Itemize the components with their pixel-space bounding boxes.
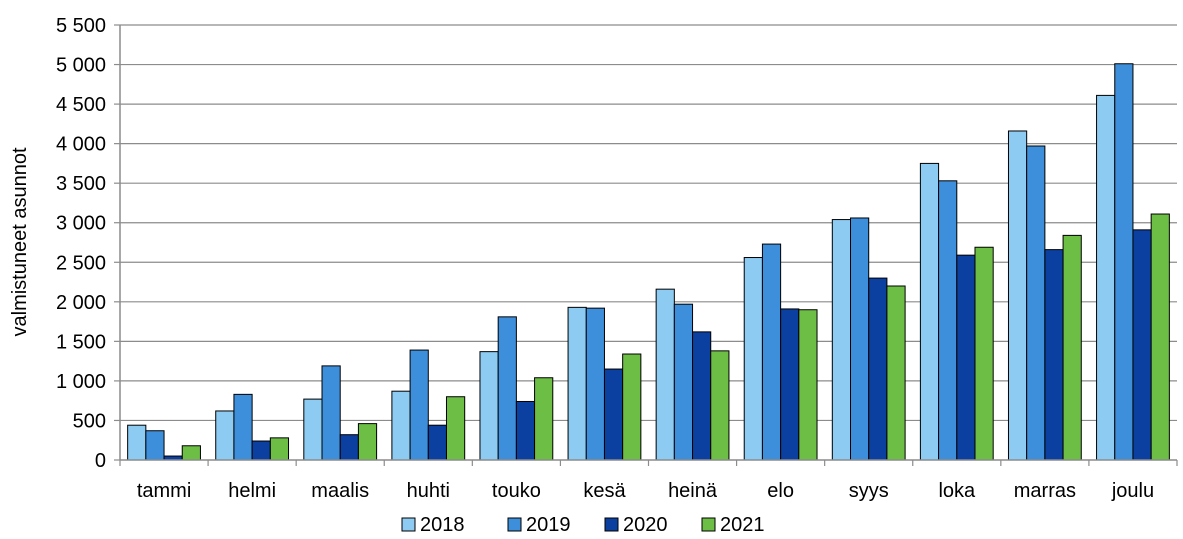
gridlines <box>120 24 1177 422</box>
x-tick-label: marras <box>1014 480 1076 502</box>
bar-2018-touko <box>479 351 499 461</box>
legend-label-2019: 2019 <box>526 514 571 536</box>
x-tick-label: syys <box>849 480 889 502</box>
x-tick-label: joulu <box>1111 480 1154 502</box>
y-tick-label: 5 500 <box>56 15 106 37</box>
bar-2018-huhti <box>391 390 411 461</box>
legend-swatch-2021 <box>701 517 716 532</box>
bars <box>127 63 1170 461</box>
bar-2018-kesä <box>567 306 587 461</box>
x-tick-label: heinä <box>668 480 718 502</box>
bar-2020-helmi <box>251 440 271 461</box>
bar-2019-elo <box>761 243 782 461</box>
legend-label-2020: 2020 <box>623 514 668 536</box>
bar-2021-huhti <box>445 396 466 461</box>
y-tick-label: 2 500 <box>56 252 106 274</box>
x-tick-label: helmi <box>228 480 276 502</box>
bar-2020-marras <box>1044 249 1064 461</box>
x-axis-labels: tammi helmi maalis huhti touko kesä heinä elo sy… <box>137 480 1154 502</box>
legend: 2018 2019 2020 2021 <box>401 514 765 536</box>
bar-2021-kesä <box>622 353 642 461</box>
bar-2018-marras <box>1007 130 1028 461</box>
y-tick-label: 0 <box>95 450 106 472</box>
bar-2019-tammi <box>145 430 165 461</box>
bar-2019-joulu <box>1114 63 1134 461</box>
bar-2021-marras <box>1062 234 1082 461</box>
bar-2021-touko <box>534 377 554 461</box>
bar-2019-touko <box>497 316 517 461</box>
bar-2019-loka <box>938 180 958 461</box>
bar-2021-helmi <box>269 437 290 461</box>
y-tick-label: 3 000 <box>56 213 106 235</box>
bar-2021-heinä <box>710 350 730 461</box>
bar-2020-heinä <box>692 331 712 461</box>
bar-2019-maalis <box>321 365 341 461</box>
bar-2018-tammi <box>127 424 147 461</box>
y-tick-label: 2 000 <box>56 292 106 314</box>
bar-2018-syys <box>831 219 852 461</box>
bar-2019-huhti <box>409 349 429 461</box>
x-tick-label: loka <box>938 480 976 502</box>
y-tick-label: 1 500 <box>56 331 106 353</box>
legend-swatch-2018 <box>401 517 416 532</box>
bar-2020-huhti <box>427 424 447 461</box>
bar-2018-maalis <box>303 398 323 461</box>
y-tick-label: 4 000 <box>56 134 106 156</box>
bar-2018-helmi <box>215 410 235 461</box>
bar-2018-heinä <box>655 288 675 461</box>
bar-2018-joulu <box>1096 94 1116 461</box>
legend-swatch-2019 <box>507 517 522 532</box>
bar-2021-tammi <box>181 445 201 461</box>
y-tick-label: 500 <box>73 410 106 432</box>
bar-2019-kesä <box>585 307 605 461</box>
bar-2018-elo <box>743 257 763 461</box>
y-axis-ticks: 0 500 1 000 1 500 2 000 2 500 3 000 3 500 4 000 4… <box>56 15 120 472</box>
bar-2021-joulu <box>1150 213 1170 461</box>
x-tick-label: kesä <box>583 480 626 502</box>
y-tick-label: 4 500 <box>56 94 106 116</box>
bar-2020-loka <box>956 254 976 461</box>
bar-2021-syys <box>886 285 906 461</box>
x-tick-label: huhti <box>407 480 450 502</box>
x-tick-label: touko <box>492 480 541 502</box>
y-tick-label: 1 000 <box>56 371 106 393</box>
x-tick-label: tammi <box>137 480 191 502</box>
bar-2019-syys <box>850 217 870 461</box>
bar-2021-elo <box>798 309 818 461</box>
bar-2021-maalis <box>357 423 378 461</box>
bar-2018-loka <box>919 162 940 461</box>
bar-2020-kesä <box>603 368 624 461</box>
x-axis <box>119 25 1178 466</box>
x-tick-label: maalis <box>311 480 369 502</box>
bar-2020-touko <box>515 400 536 461</box>
y-tick-label: 3 500 <box>56 173 106 195</box>
bar-2019-heinä <box>673 303 694 461</box>
y-axis-title: valmistuneet asunnot <box>9 147 31 336</box>
legend-label-2021: 2021 <box>720 514 765 536</box>
y-tick-label: 5 000 <box>56 55 106 77</box>
bar-2019-marras <box>1026 145 1046 461</box>
legend-label-2018: 2018 <box>420 514 465 536</box>
bar-2021-loka <box>974 246 994 461</box>
bar-2020-elo <box>780 308 800 461</box>
bar-2020-maalis <box>339 434 359 461</box>
bar-2019-helmi <box>233 393 253 461</box>
legend-swatch-2020 <box>604 517 619 532</box>
bar-2020-syys <box>868 277 888 461</box>
bar-2020-joulu <box>1132 229 1152 461</box>
x-tick-label: elo <box>767 480 794 502</box>
